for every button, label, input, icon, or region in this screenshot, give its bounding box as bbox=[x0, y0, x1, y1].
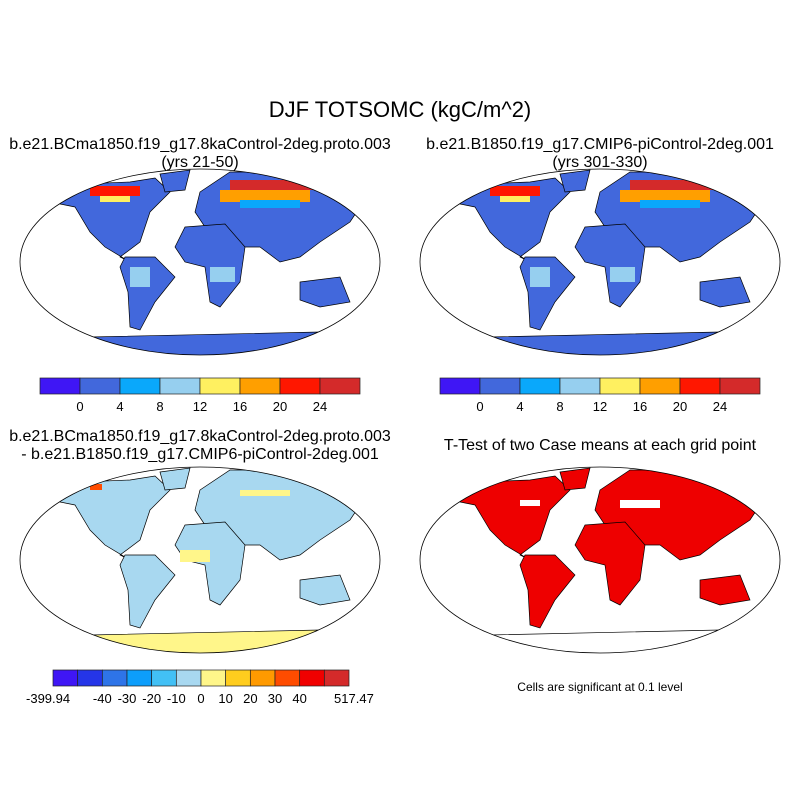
colorbar-box bbox=[559, 377, 601, 395]
colorbar-box bbox=[439, 377, 481, 395]
map-border bbox=[419, 168, 781, 356]
colorbar-box bbox=[679, 377, 721, 395]
colorbar-label: 12 bbox=[193, 399, 207, 414]
panel3-title: b.e21.BCma1850.f19_g17.8kaControl-2deg.p… bbox=[9, 428, 391, 445]
colorbar-box bbox=[159, 377, 201, 395]
antarctica bbox=[459, 331, 761, 355]
colorbar-label: 16 bbox=[633, 399, 647, 414]
colorbar-box bbox=[151, 669, 177, 687]
map-border bbox=[419, 466, 781, 654]
colorbar-label: 517.47 bbox=[334, 691, 374, 706]
map-panel1 bbox=[19, 168, 381, 356]
colorbar-label: 0 bbox=[197, 691, 204, 706]
colorbar-label: 4 bbox=[116, 399, 123, 414]
colorbar-box bbox=[199, 377, 241, 395]
colorbar-label: 24 bbox=[313, 399, 327, 414]
colorbar-box bbox=[225, 669, 251, 687]
data-patch bbox=[240, 200, 300, 208]
colorbar-box bbox=[79, 377, 121, 395]
colorbar-box bbox=[52, 669, 79, 687]
colorbar-label: 20 bbox=[673, 399, 687, 414]
data-patch bbox=[100, 196, 130, 202]
colorbar-box bbox=[126, 669, 153, 687]
colorbar-label: 20 bbox=[243, 691, 257, 706]
colorbar-box bbox=[519, 377, 561, 395]
data-patch bbox=[90, 484, 102, 490]
colorbar-box bbox=[279, 377, 321, 395]
data-patch bbox=[500, 196, 530, 202]
colorbar-label: 8 bbox=[556, 399, 563, 414]
colorbar-label: -40 bbox=[93, 691, 112, 706]
map-border bbox=[19, 168, 381, 356]
colorbar-label: -20 bbox=[142, 691, 161, 706]
map-panel4 bbox=[419, 466, 781, 654]
colorbar-box bbox=[323, 669, 350, 687]
colorbar-label: 8 bbox=[156, 399, 163, 414]
colorbar-box bbox=[175, 669, 202, 687]
colorbar-box bbox=[299, 669, 325, 687]
data-patch bbox=[620, 190, 710, 202]
data-patch bbox=[640, 200, 700, 208]
data-patch bbox=[180, 550, 210, 562]
colorbar-box bbox=[119, 377, 161, 395]
colorbar-label: 0 bbox=[476, 399, 483, 414]
data-patch bbox=[610, 267, 635, 282]
colorbar-label: 20 bbox=[273, 399, 287, 414]
panel3-subtitle: - b.e21.B1850.f19_g17.CMIP6-piControl-2d… bbox=[21, 446, 379, 463]
panel2-title: b.e21.B1850.f19_g17.CMIP6-piControl-2deg… bbox=[426, 136, 774, 153]
colorbar-label: 16 bbox=[233, 399, 247, 414]
colorbar-box bbox=[101, 669, 128, 687]
colorbar-box bbox=[239, 377, 281, 395]
data-patch bbox=[620, 500, 660, 508]
colorbar-box bbox=[274, 669, 301, 687]
colorbar-label: 24 bbox=[713, 399, 727, 414]
colorbar-box bbox=[719, 377, 761, 395]
map-panel2 bbox=[419, 168, 781, 356]
colorbar-label: 40 bbox=[292, 691, 306, 706]
colorbar-box bbox=[319, 377, 361, 395]
antarctica bbox=[59, 629, 361, 653]
colorbar-box bbox=[200, 669, 227, 687]
colorbar-label: 0 bbox=[76, 399, 83, 414]
colorbar-box bbox=[249, 669, 276, 687]
colorbar-panel2: 0 4 8 12 16 20 24 bbox=[439, 377, 761, 414]
colorbar-box bbox=[39, 377, 81, 395]
data-patch bbox=[90, 186, 140, 196]
panel1-subtitle: (yrs 21-50) bbox=[161, 154, 239, 171]
colorbar-box bbox=[77, 669, 103, 687]
data-patch bbox=[210, 267, 235, 282]
data-patch bbox=[490, 186, 540, 196]
colorbar-panel3: -399.94 -40 -30 -20 -10 0 10 20 30 40 517.47 bbox=[26, 669, 374, 706]
figure-title: DJF TOTSOMC (kgC/m^2) bbox=[268, 97, 532, 122]
antarctica bbox=[459, 629, 761, 653]
antarctica bbox=[59, 331, 361, 355]
colorbar-box bbox=[639, 377, 681, 395]
colorbar-panel1: 0 4 8 12 16 20 24 bbox=[39, 377, 361, 414]
colorbar-box bbox=[599, 377, 641, 395]
map-panel3 bbox=[19, 466, 381, 654]
colorbar-label: -30 bbox=[118, 691, 137, 706]
data-patch bbox=[220, 190, 310, 202]
data-patch bbox=[240, 490, 290, 496]
colorbar-label: 10 bbox=[218, 691, 232, 706]
colorbar-label: 12 bbox=[593, 399, 607, 414]
panel2-subtitle: (yrs 301-330) bbox=[552, 154, 648, 171]
panel1-title: b.e21.BCma1850.f19_g17.8kaControl-2deg.p… bbox=[9, 136, 391, 153]
data-patch bbox=[230, 180, 340, 190]
colorbar-label: -399.94 bbox=[26, 691, 70, 706]
colorbar-label: 30 bbox=[268, 691, 282, 706]
colorbar-label: -10 bbox=[167, 691, 186, 706]
data-patch bbox=[630, 180, 740, 190]
data-patch bbox=[530, 267, 550, 287]
colorbar-label: 4 bbox=[516, 399, 523, 414]
colorbar-box bbox=[479, 377, 521, 395]
data-patch bbox=[520, 500, 540, 506]
map-border bbox=[19, 466, 381, 654]
data-patch bbox=[130, 267, 150, 287]
panel4-footnote: Cells are significant at 0.1 level bbox=[517, 680, 683, 694]
panel4-title: T-Test of two Case means at each grid po… bbox=[443, 437, 757, 454]
